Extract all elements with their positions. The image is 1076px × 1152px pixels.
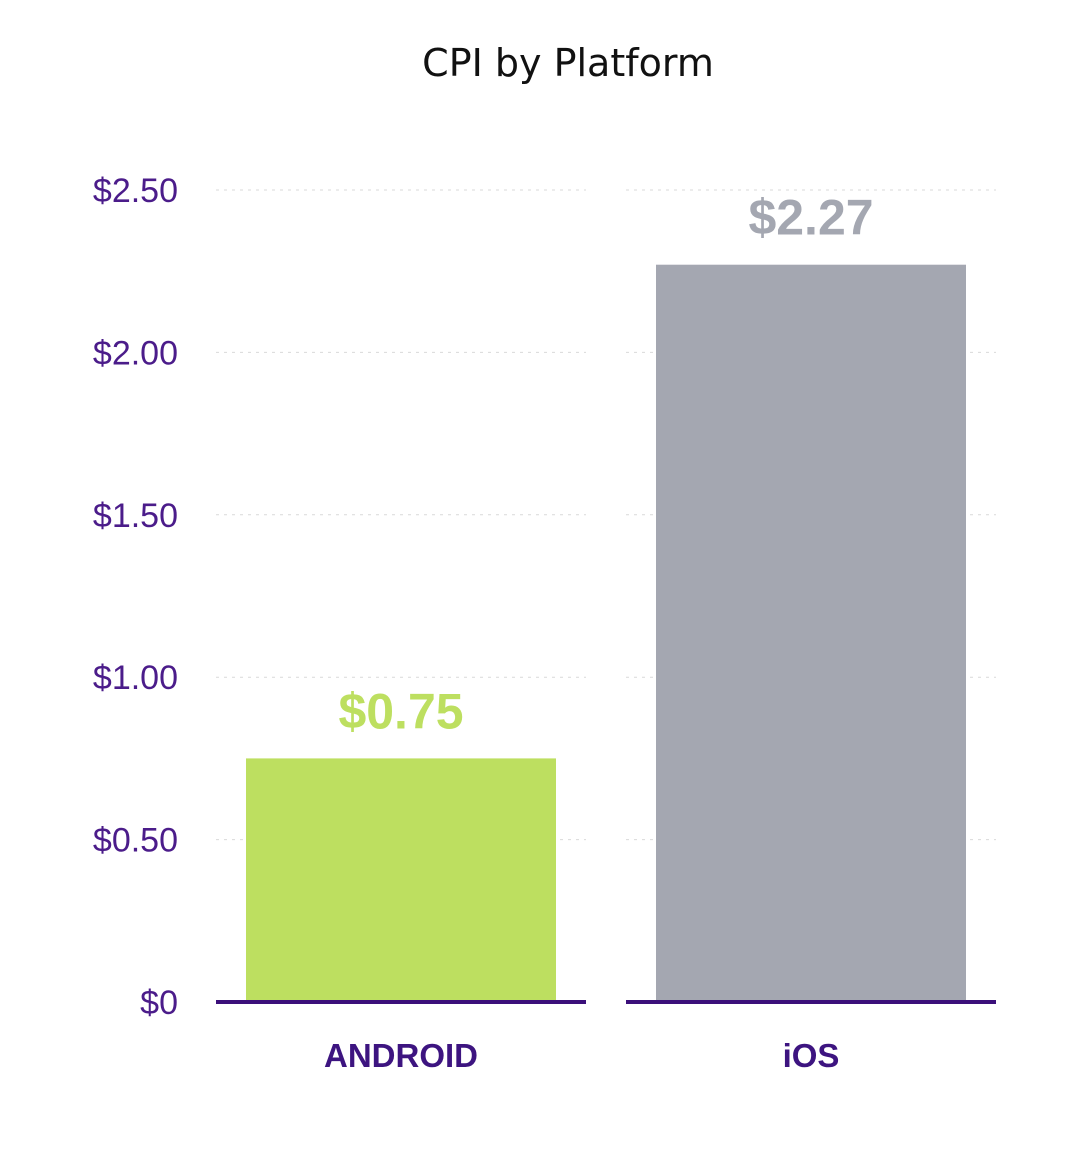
bar-ios <box>656 264 966 1003</box>
x-category-label: iOS <box>783 1037 840 1074</box>
chart-title: CPI by Platform <box>422 41 714 85</box>
data-label-ios: $2.27 <box>748 190 873 246</box>
y-axis-tick-labels: $0 $0.50 $1.00 $1.50 $2.00 $2.50 <box>93 172 178 1022</box>
x-category-label: ANDROID <box>324 1037 478 1074</box>
data-labels: $0.75 $2.27 <box>338 190 873 740</box>
y-tick-label: $1.50 <box>93 497 178 535</box>
y-tick-label: $0.50 <box>93 822 178 860</box>
data-label-android: $0.75 <box>338 683 463 739</box>
x-axis-category-labels: ANDROID iOS <box>324 1037 839 1074</box>
bars <box>246 264 966 1003</box>
y-tick-label: $2.00 <box>93 334 178 372</box>
y-tick-label: $0 <box>140 984 178 1022</box>
y-tick-label: $2.50 <box>93 172 178 210</box>
bar-android <box>246 758 556 1002</box>
y-tick-label: $1.00 <box>93 659 178 697</box>
